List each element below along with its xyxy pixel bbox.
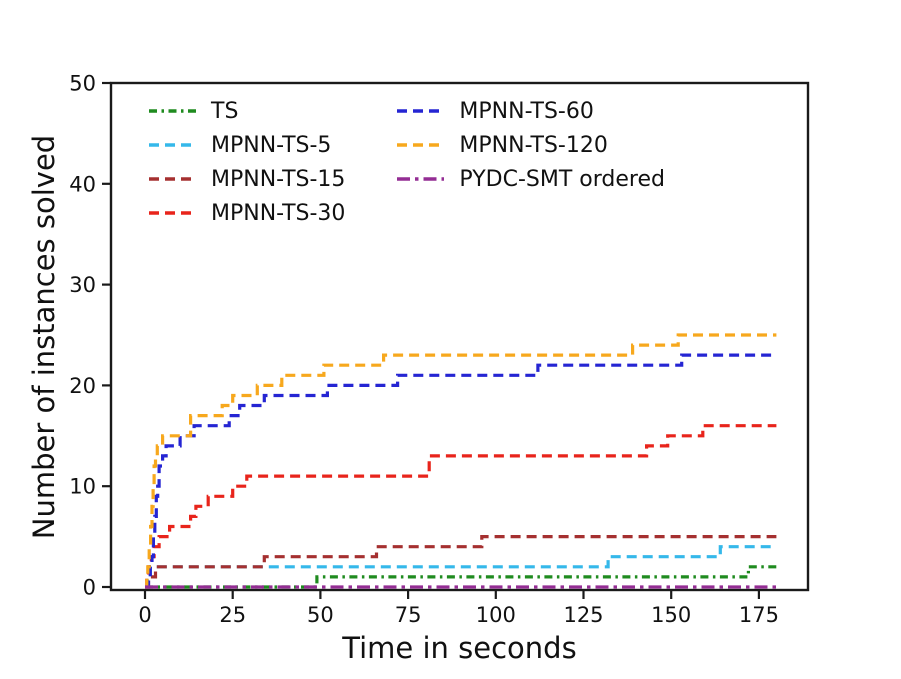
series-line-mpnn-ts-120 [145,333,777,589]
legend-item-mpnn-ts-60: MPNN-TS-60 [397,97,665,125]
legend-col-1: TS MPNN-TS-5 MPNN-TS-15 MPNN-TS-30 [149,97,345,227]
y-tick-label: 30 [69,273,96,297]
series-line-mpnn-ts-60 [145,353,777,589]
legend-label: MPNN-TS-15 [211,166,346,192]
legend-item-mpnn-ts-5: MPNN-TS-5 [149,131,345,159]
y-tick-label: 0 [83,576,96,600]
legend-line-sample [149,211,196,215]
y-tick-label: 10 [69,475,96,499]
legend-item-ts: TS [149,97,345,125]
y-tick-label: 20 [69,374,96,398]
x-tick-label: 75 [395,603,422,627]
legend-line-sample [397,109,445,113]
series-line-ts [145,565,777,589]
legend-label: MPNN-TS-30 [211,200,346,226]
legend-item-mpnn-ts-15: MPNN-TS-15 [149,165,345,193]
x-tick-label: 175 [739,603,779,627]
legend-line-sample [397,177,445,181]
legend-line-sample [149,177,196,181]
x-tick-label: 150 [651,603,691,627]
x-tick-label: 100 [476,603,516,627]
y-axis-label: Number of instances solved [27,134,61,540]
legend-label: MPNN-TS-120 [459,132,608,158]
legend-label: PYDC-SMT ordered [459,166,665,192]
legend-item-mpnn-ts-30: MPNN-TS-30 [149,199,345,227]
legend-label: MPNN-TS-5 [211,132,332,158]
legend-col-2: MPNN-TS-60 MPNN-TS-120 PYDC-SMT ordered [397,97,665,227]
y-tick-label: 40 [69,172,96,196]
x-tick-label: 25 [219,603,246,627]
plot-border [109,81,810,592]
legend: TS MPNN-TS-5 MPNN-TS-15 MPNN-TS-30 MPNN-TS-… [149,97,665,227]
x-axis-label: Time in seconds [342,631,577,665]
legend-line-sample [397,143,445,147]
legend-label: MPNN-TS-60 [459,98,594,124]
series-line-mpnn-ts-30 [145,424,777,589]
y-tick-label: 50 [69,72,96,96]
series-line-mpnn-ts-15 [145,535,777,589]
legend-item-pydc-smt-ordered: PYDC-SMT ordered [397,165,665,193]
legend-item-mpnn-ts-120: MPNN-TS-120 [397,131,665,159]
x-tick-label: 50 [307,603,334,627]
legend-label: TS [211,98,239,124]
legend-line-sample [149,143,196,147]
x-tick-label: 125 [563,603,603,627]
x-tick-label: 0 [138,603,151,627]
legend-line-sample [149,109,196,113]
